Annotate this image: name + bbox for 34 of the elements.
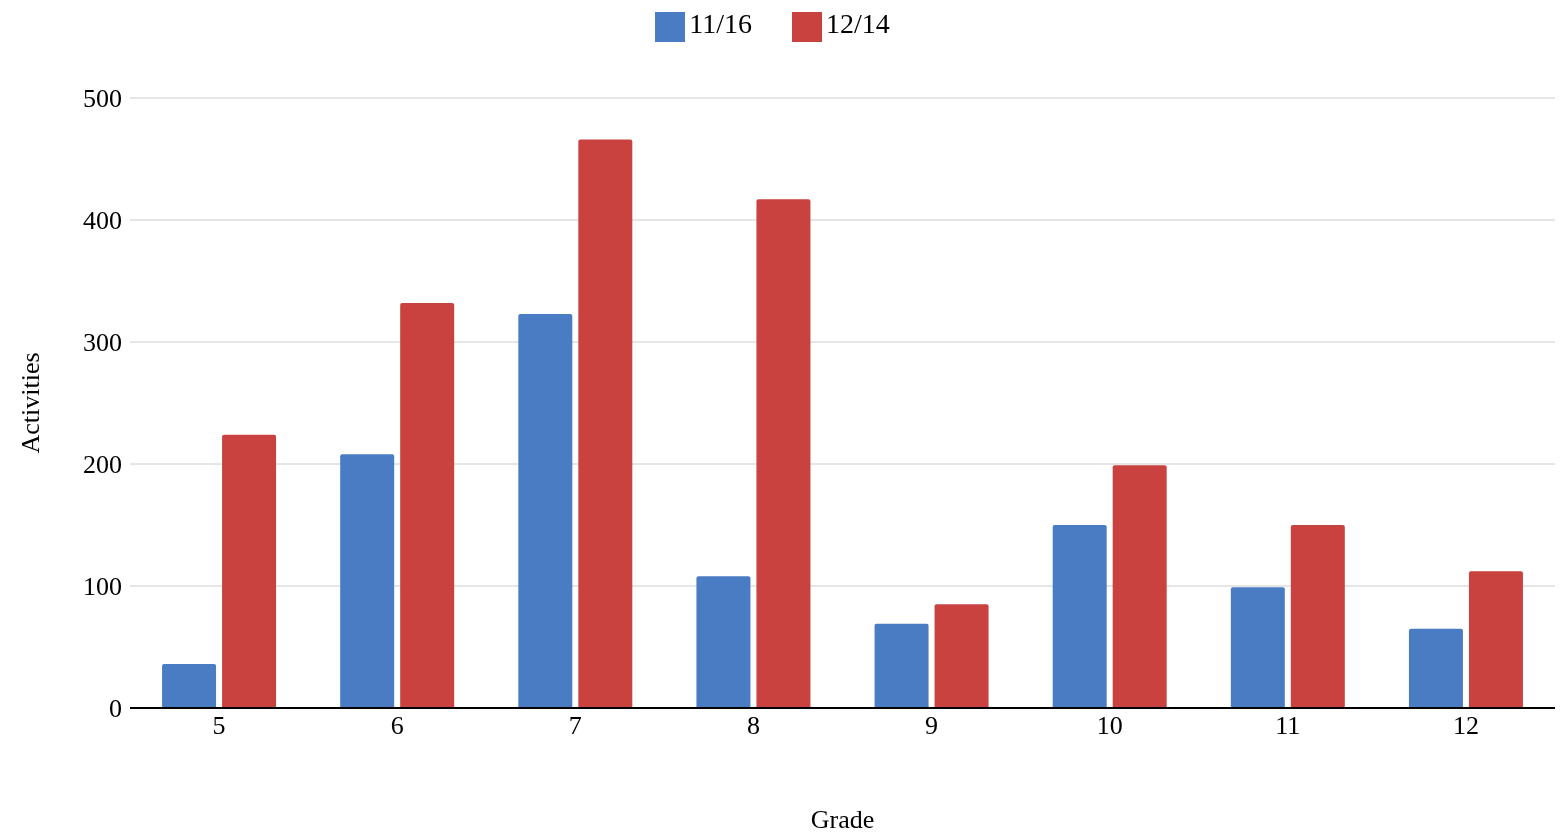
y-tick-label: 100: [83, 572, 122, 602]
x-tick-label: 9: [925, 711, 939, 741]
x-tick-label: 11: [1275, 711, 1301, 741]
bar: [934, 604, 989, 708]
bar: [1290, 525, 1345, 708]
y-tick-label: 0: [109, 694, 122, 724]
y-tick-label: 400: [83, 206, 122, 236]
y-tick-label: 300: [83, 328, 122, 358]
x-tick-label: 12: [1452, 711, 1479, 741]
x-tick-label: 8: [746, 711, 760, 741]
bar: [518, 313, 573, 708]
bar: [340, 454, 395, 708]
x-tick-label: 10: [1096, 711, 1123, 741]
x-tick-label: 5: [212, 711, 226, 741]
bar: [1468, 571, 1523, 708]
y-tick-label: 200: [83, 450, 122, 480]
legend-label: 12/14: [825, 8, 890, 39]
bar: [162, 664, 217, 708]
x-tick-label: 6: [390, 711, 404, 741]
bar: [222, 434, 277, 708]
bar: [1408, 628, 1463, 708]
legend-label: 11/16: [689, 8, 752, 39]
bar: [578, 139, 633, 708]
x-tick-label: 7: [568, 711, 582, 741]
bar: [1052, 525, 1107, 708]
x-axis-title: Grade: [810, 805, 875, 834]
bar: [874, 623, 929, 708]
bar: [400, 302, 455, 708]
y-axis-title: Activities: [16, 352, 46, 454]
y-tick-label: 500: [83, 84, 122, 114]
bar: [756, 199, 811, 708]
bar: [1230, 587, 1285, 708]
bar: [1112, 465, 1167, 708]
bar: [696, 576, 751, 708]
